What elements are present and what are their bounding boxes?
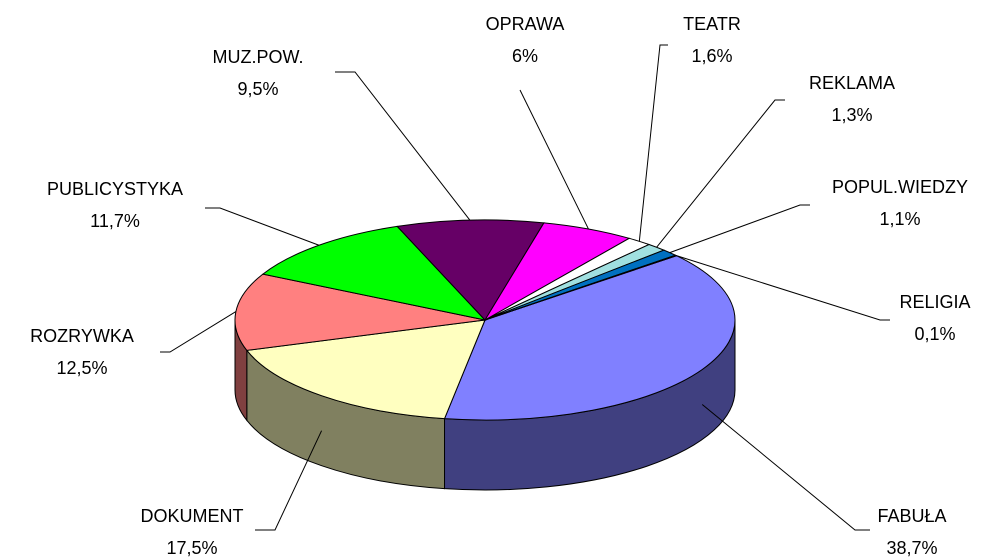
- category-label: MUZ.POW.: [213, 47, 304, 67]
- leader-line: [701, 404, 870, 531]
- category-label: RELIGIA: [899, 292, 970, 312]
- leader-line: [656, 99, 785, 248]
- category-label: ROZRYWKA: [30, 326, 134, 346]
- value-label: 12,5%: [56, 358, 107, 378]
- leader-line: [669, 204, 810, 254]
- category-label: OPRAWA: [486, 14, 565, 34]
- category-label: DOKUMENT: [141, 506, 244, 526]
- value-label: 9,5%: [237, 79, 278, 99]
- value-label: 11,7%: [90, 211, 140, 231]
- value-label: 1,3%: [831, 105, 872, 125]
- leader-line: [638, 44, 668, 242]
- slice: [245, 319, 486, 420]
- value-label: 6%: [512, 46, 538, 66]
- leader-line: [205, 207, 320, 246]
- leader-line: [335, 71, 471, 221]
- leader-line: [160, 311, 237, 353]
- slice: [261, 225, 487, 321]
- leader-line: [675, 255, 890, 321]
- category-label: TEATR: [683, 14, 741, 34]
- category-label: FABUŁA: [877, 506, 946, 526]
- category-label: PUBLICYSTYKA: [47, 179, 183, 199]
- value-label: 17,5%: [166, 538, 217, 557]
- value-label: 1,1%: [879, 209, 920, 229]
- value-label: 0,1%: [914, 324, 955, 344]
- slice: [234, 273, 486, 351]
- category-label: POPUL.WIEDZY: [832, 177, 968, 197]
- value-label: 1,6%: [691, 46, 732, 66]
- slice: [443, 255, 736, 421]
- leader-line: [519, 89, 589, 230]
- value-label: 38,7%: [886, 538, 937, 557]
- category-label: REKLAMA: [809, 73, 895, 93]
- leader-line: [255, 430, 323, 531]
